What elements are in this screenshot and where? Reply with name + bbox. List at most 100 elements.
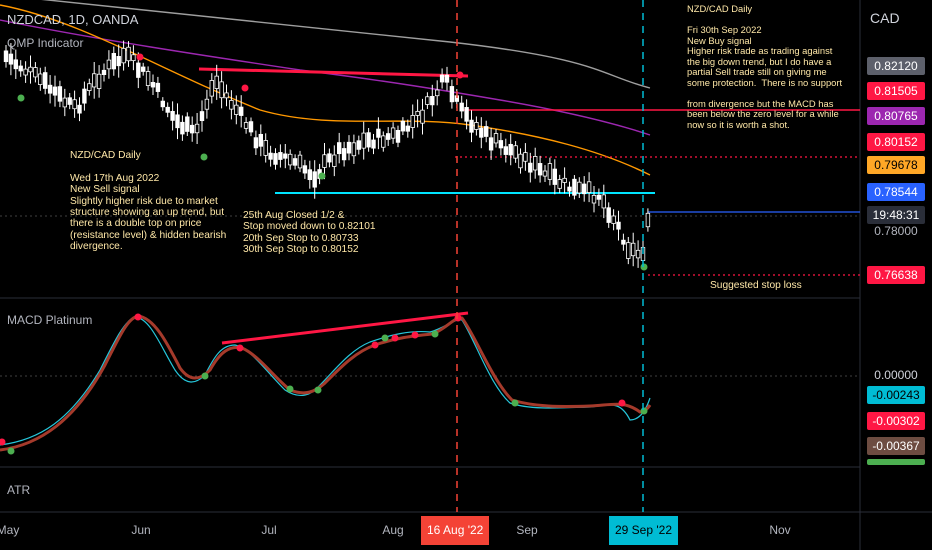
price-tag-countdown: 19:48:31: [867, 206, 925, 224]
candle-body: [508, 143, 513, 156]
candle-body: [474, 122, 479, 130]
x-label-aug: Aug: [382, 523, 404, 537]
candle-body: [513, 145, 518, 159]
candle-body: [395, 130, 401, 143]
macd-buy-dot: [201, 372, 209, 380]
candle-body: [52, 86, 58, 96]
macd-sell-dot: [618, 399, 626, 407]
macd-buy-dot: [7, 447, 15, 455]
candle-body: [180, 121, 185, 135]
candle-body: [189, 124, 195, 134]
x-label-jul: Jul: [261, 523, 277, 537]
candle-body: [209, 80, 214, 97]
candle-body: [8, 53, 14, 65]
candle-body: [155, 82, 161, 92]
candle-body: [351, 142, 357, 157]
candle-body: [38, 73, 43, 85]
candle-body: [234, 104, 239, 115]
candle-body: [3, 50, 9, 63]
candle-body: [459, 102, 464, 112]
candle-body: [464, 107, 469, 122]
candle-body: [92, 73, 97, 88]
candle-body: [537, 163, 543, 176]
candle-body: [145, 71, 151, 86]
x-tag-29-sep: 29 Sep '22: [609, 516, 679, 545]
candle-body: [621, 239, 626, 245]
candlesticks: [3, 40, 651, 270]
candle-body: [87, 83, 92, 91]
candle-body: [430, 95, 435, 106]
candle-body: [533, 156, 538, 171]
double-top-resistance-line: [198, 67, 469, 78]
candle-body: [302, 165, 308, 174]
candle-body: [582, 183, 587, 195]
candle-body: [292, 158, 298, 166]
candle-body: [126, 46, 131, 62]
note-sell-signal: NZD/CAD Daily Wed 17th Aug 2022 New Sell…: [70, 150, 227, 253]
candle-body: [498, 140, 504, 149]
macd-sell-dot: [391, 334, 399, 342]
price-tag-suggested-stop: 0.76638: [867, 266, 925, 284]
candle-body: [287, 153, 293, 166]
candle-body: [405, 125, 410, 132]
symbol-title: NZDCAD, 1D, OANDA: [7, 12, 139, 27]
macd-tag-fast: -0.00243: [867, 386, 925, 404]
candle-body: [400, 120, 406, 132]
buy-signal-dot: [17, 94, 25, 102]
price-tag-resistance: 0.81505: [867, 82, 925, 100]
candle-body: [121, 47, 126, 64]
ma-orange-line: [0, 4, 651, 176]
macd-sell-dot: [0, 438, 6, 446]
candle-body: [204, 98, 210, 110]
candle-body: [449, 86, 455, 103]
candle-body: [528, 162, 533, 173]
macd-title: MACD Platinum: [7, 313, 93, 327]
candle-body: [131, 54, 136, 62]
candle-body: [13, 59, 18, 70]
macd-lines: [0, 311, 652, 455]
price-tag-purple-ma: 0.80765: [867, 107, 925, 125]
sell-signal-dot: [136, 53, 144, 61]
horizontal-levels: [198, 67, 860, 276]
ma-grey-line: [42, 0, 651, 89]
candle-body: [101, 69, 107, 75]
candle-body: [376, 128, 381, 138]
macd-tag-signal: -0.00302: [867, 412, 925, 430]
macd-buy-dot: [511, 399, 519, 407]
atr-title: ATR: [7, 483, 31, 497]
indicator-title: QMP Indicator: [7, 36, 84, 50]
candle-body: [278, 152, 283, 160]
candle-body: [439, 74, 445, 83]
candle-body: [170, 111, 175, 121]
candle-body: [33, 67, 38, 78]
buy-signal-dot: [640, 263, 648, 271]
candle-body: [415, 110, 420, 116]
macd-buy-dot: [431, 330, 439, 338]
candle-body: [248, 121, 254, 133]
candle-body: [23, 68, 28, 76]
candle-body: [542, 170, 548, 177]
candle-body: [43, 72, 48, 89]
candle-body: [116, 56, 121, 67]
candle-body: [572, 178, 577, 196]
currency-label: CAD: [870, 10, 900, 26]
moving-averages: [0, 0, 651, 176]
macd-buy-dot: [640, 407, 648, 415]
candle-body: [488, 137, 494, 151]
candle-body: [307, 169, 312, 181]
candle-body: [586, 181, 592, 193]
x-tag-16-aug: 16 Aug '22: [421, 516, 490, 545]
price-tag-orange-ma: 0.79678: [867, 156, 925, 174]
candle-body: [444, 74, 450, 83]
price-tick-078: 0.78000: [867, 225, 925, 237]
x-label-may: May: [0, 523, 20, 537]
candle-body: [645, 212, 651, 228]
macd-sell-dot: [134, 313, 142, 321]
candle-body: [371, 139, 376, 149]
candle-body: [327, 153, 332, 163]
candle-body: [381, 135, 386, 148]
candle-body: [410, 115, 415, 128]
candle-body: [547, 163, 553, 180]
candle-body: [434, 89, 440, 97]
